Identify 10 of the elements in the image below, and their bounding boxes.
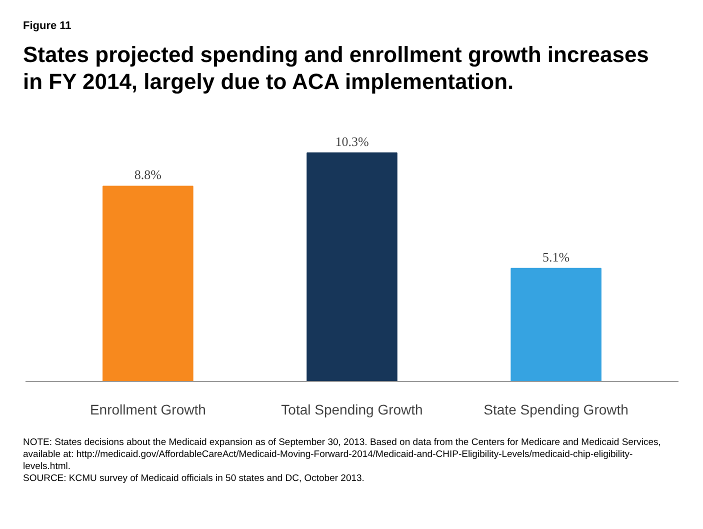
text: NOTE: States decisions about the Medicaid expansion as of September 30, 2013. Based on data from the Centers for Medicare and Medicaid Services, available at: http://medicaid.gov/AffordableCareAct/Medicaid-Moving-Forward-2014/Medicaid-and-CHIP-Eligibility-Levels/medicaid-chip-eligibility-levels.html. [23,437,661,472]
x-tick-label: Total Spending Growth [281,402,423,418]
source-note: SOURCE: KCMU survey of Medicaid officials in 50 states and DC, October 2013. [23,473,364,484]
x-tick-label: State Spending Growth [484,402,628,418]
data-label: 10.3% [335,134,369,149]
chart-title: States projected spending and enrollment growth increases in FY 2014, largely due to ACA implementation. [23,40,650,95]
x-tick-label: Enrollment Growth [90,402,206,418]
data-label: 5.1% [542,249,570,264]
data-label: 8.8% [134,167,162,182]
chart-subtitle: Figure 11 [23,19,72,34]
